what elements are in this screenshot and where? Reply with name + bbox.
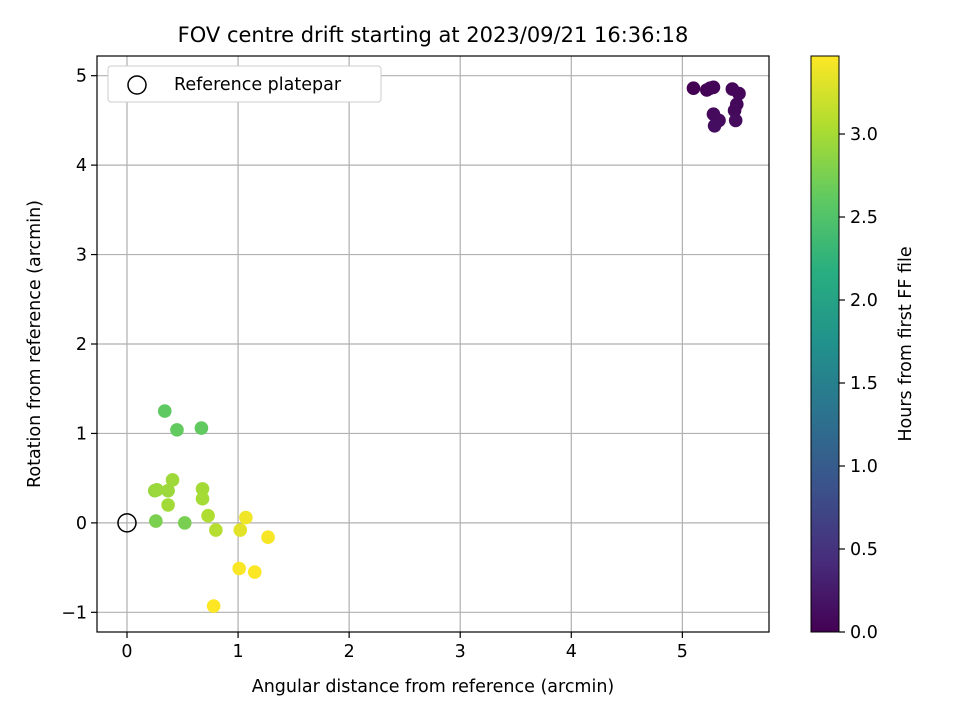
- legend-entry-reference: Reference platepar: [174, 75, 342, 95]
- colorbar-gradient: [810, 55, 840, 633]
- y-tick-label: 3: [76, 246, 87, 266]
- x-axis-ticks: 0 1 2 3 4 5: [121, 632, 688, 662]
- colorbar-tick-label: 1.0: [850, 457, 878, 477]
- data-point: [157, 404, 172, 418]
- plot-frame: [96, 55, 770, 633]
- chart-title: FOV centre drift starting at 2023/09/21 …: [178, 23, 689, 47]
- colorbar-tick-label: 0.5: [850, 540, 878, 560]
- data-point: [149, 514, 163, 528]
- data-point: [707, 118, 722, 133]
- grid-lines: [97, 56, 769, 632]
- data-point: [727, 103, 742, 118]
- y-tick-label: 4: [76, 156, 87, 176]
- data-point: [195, 491, 210, 506]
- data-point: [247, 565, 262, 579]
- data-point: [232, 561, 246, 576]
- y-tick-label: 0: [76, 514, 87, 534]
- colorbar-tick-label: 2.5: [850, 208, 878, 228]
- data-point: [201, 508, 215, 523]
- legend-box: [107, 65, 382, 103]
- colorbar: 0.0 0.5 1.0 1.5 2.0 2.5 3.0 Hours from first F…: [810, 55, 916, 643]
- data-point: [170, 423, 184, 437]
- data-point: [161, 483, 175, 498]
- colorbar-tick-label: 1.5: [850, 374, 878, 394]
- data-point: [732, 86, 746, 101]
- data-point: [161, 498, 175, 512]
- colorbar-tick-label: 3.0: [850, 125, 878, 145]
- colorbar-label: Hours from first FF file: [896, 246, 916, 441]
- data-point: [706, 80, 721, 95]
- data-point: [686, 81, 701, 95]
- y-tick-label: 5: [76, 67, 87, 87]
- data-point: [209, 523, 223, 537]
- data-point: [233, 523, 248, 537]
- reference-platepar-marker: [117, 513, 137, 533]
- x-tick-label: 0: [121, 642, 132, 662]
- x-tick-label: 1: [232, 642, 243, 662]
- data-point: [194, 421, 209, 435]
- data-point: [239, 510, 253, 525]
- x-tick-label: 4: [566, 642, 577, 662]
- data-point: [195, 482, 210, 496]
- data-point: [150, 482, 164, 497]
- legend: Reference platepar: [107, 65, 382, 103]
- data-point: [206, 599, 221, 613]
- y-tick-label: −1: [61, 603, 87, 623]
- y-tick-label: 2: [76, 335, 87, 355]
- data-point: [165, 473, 180, 487]
- x-tick-label: 3: [455, 642, 466, 662]
- data-point: [728, 113, 743, 128]
- colorbar-tick-label: 2.0: [850, 291, 878, 311]
- legend-marker-icon: [127, 75, 147, 95]
- x-axis-label: Angular distance from reference (arcmin): [252, 677, 615, 697]
- x-tick-label: 5: [677, 642, 688, 662]
- data-point: [177, 516, 192, 530]
- colorbar-tick-label: 0.0: [850, 623, 878, 643]
- colorbar-ticks: 0.0 0.5 1.0 1.5 2.0 2.5 3.0: [839, 125, 878, 643]
- y-axis-ticks: −1 0 1 2 3 4 5: [61, 67, 97, 623]
- x-tick-label: 2: [344, 642, 355, 662]
- data-points: [147, 80, 746, 613]
- data-point: [261, 530, 275, 544]
- y-tick-label: 1: [76, 424, 87, 444]
- y-axis-label: Rotation from reference (arcmin): [25, 200, 45, 488]
